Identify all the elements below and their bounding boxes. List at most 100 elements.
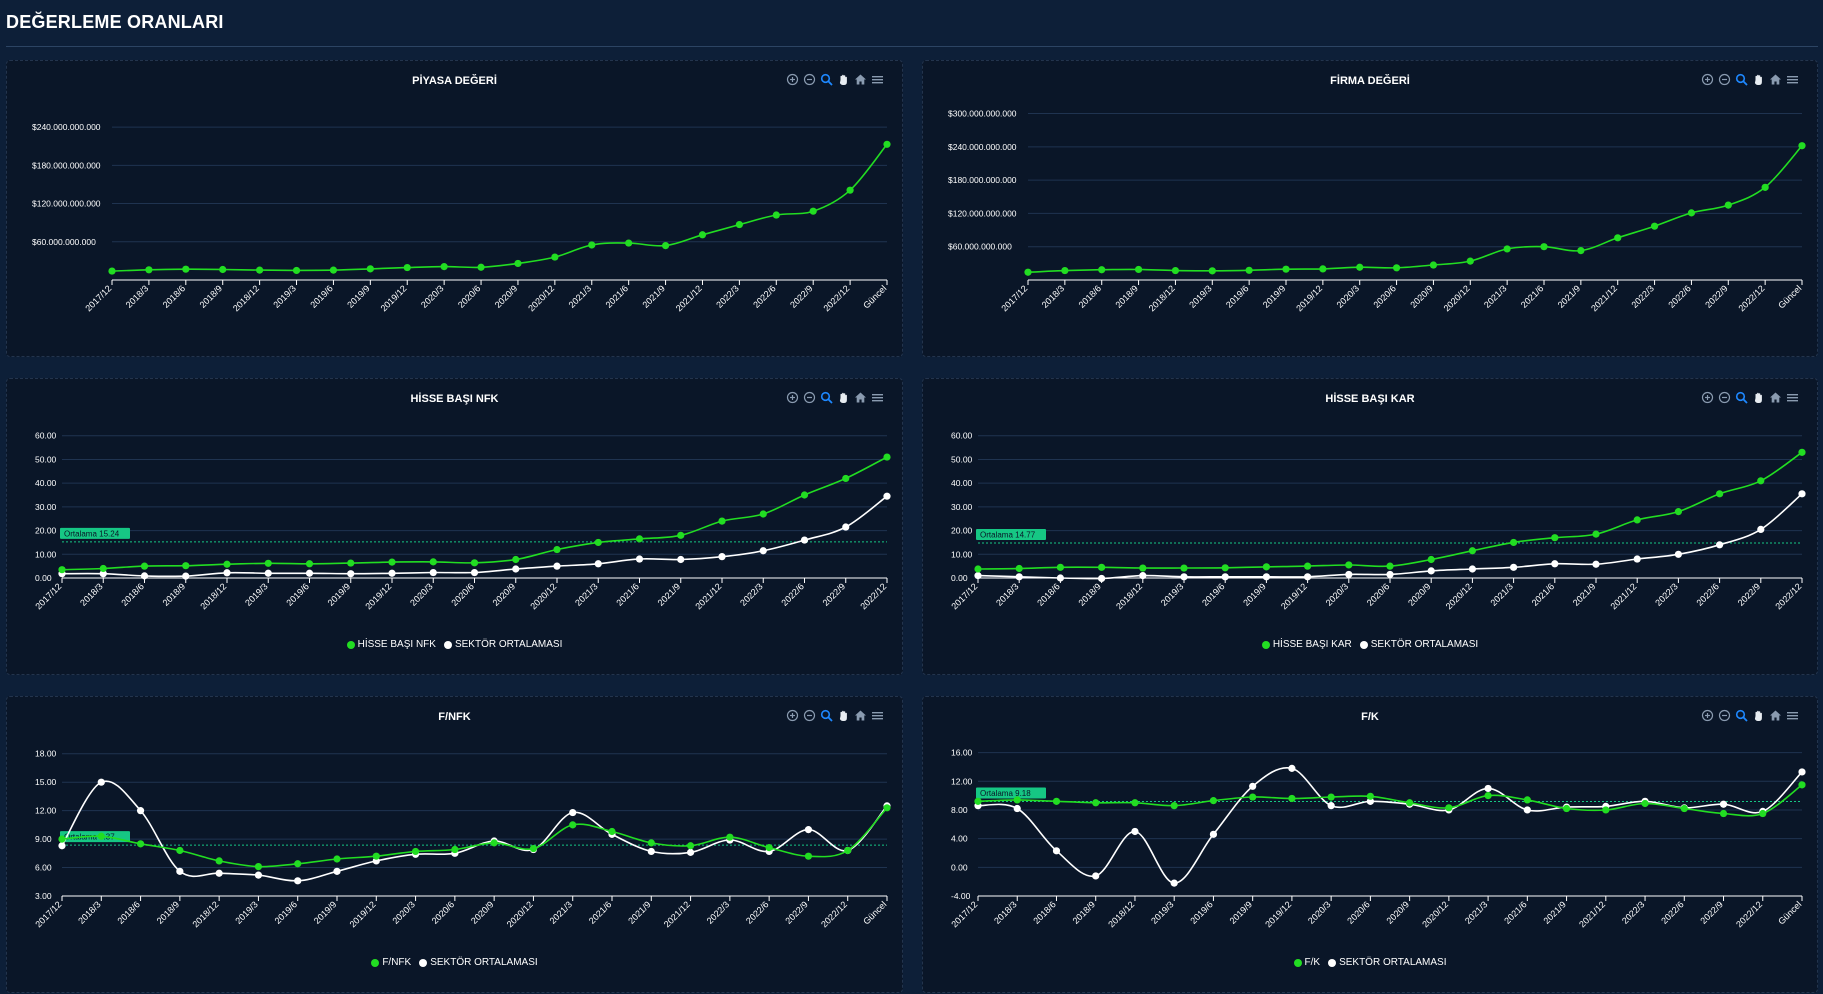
zoom-out-icon[interactable] — [1718, 73, 1731, 86]
data-point — [1139, 572, 1147, 580]
data-point — [470, 568, 479, 577]
zoom-in-icon[interactable] — [786, 73, 799, 86]
legend-item-company[interactable]: F/K — [1293, 957, 1320, 968]
zoom-in-icon[interactable] — [1701, 709, 1714, 722]
x-tick-label: 2019/3 — [1149, 899, 1176, 926]
data-point — [1551, 534, 1559, 542]
menu-icon[interactable] — [871, 709, 884, 722]
data-point — [1592, 560, 1600, 568]
x-tick-label: 2018/3 — [76, 899, 103, 926]
x-tick-label: 2020/9 — [1408, 283, 1435, 310]
data-point — [1759, 809, 1767, 818]
data-point — [440, 263, 448, 271]
x-tick-label: 2021/12 — [1609, 581, 1639, 611]
legend-item-company[interactable]: F/NFK — [371, 957, 411, 968]
data-point — [58, 835, 66, 843]
zoom-in-icon[interactable] — [1701, 391, 1714, 404]
selection-zoom-icon[interactable] — [820, 391, 833, 404]
data-point — [403, 263, 411, 272]
home-reset-icon[interactable] — [1769, 73, 1782, 86]
selection-zoom-icon[interactable] — [1735, 73, 1748, 86]
data-point — [1798, 142, 1806, 150]
home-reset-icon[interactable] — [1769, 709, 1782, 722]
selection-zoom-icon[interactable] — [1735, 709, 1748, 722]
zoom-in-icon[interactable] — [1701, 73, 1714, 86]
x-tick-label: 2018/9 — [1076, 581, 1103, 608]
x-tick-label: 2019/12 — [348, 899, 378, 929]
data-point — [1098, 563, 1106, 571]
data-point — [333, 867, 341, 875]
series-line — [61, 780, 888, 882]
x-tick-label: 2017/12 — [33, 581, 63, 611]
data-point — [1304, 573, 1312, 581]
data-point — [1131, 799, 1139, 807]
legend-item-company[interactable]: HİSSE BAŞI KAR — [1261, 639, 1352, 650]
data-point — [1523, 796, 1531, 804]
x-tick-label: 2019/3 — [1159, 581, 1186, 608]
data-point — [594, 560, 602, 568]
zoom-out-icon[interactable] — [1718, 391, 1731, 404]
legend-item-company[interactable]: HİSSE BAŞI NFK — [346, 639, 436, 650]
data-point — [883, 453, 891, 461]
average-badge — [976, 528, 1046, 540]
x-tick-label: 2020/3 — [408, 581, 435, 608]
zoom-in-icon[interactable] — [786, 709, 799, 722]
zoom-out-icon[interactable] — [1718, 709, 1731, 722]
pan-hand-icon[interactable] — [837, 391, 850, 404]
home-reset-icon[interactable] — [854, 73, 867, 86]
pan-hand-icon[interactable] — [837, 709, 850, 722]
selection-zoom-icon[interactable] — [820, 73, 833, 86]
data-point — [1245, 266, 1253, 274]
home-reset-icon[interactable] — [854, 391, 867, 404]
data-point — [1427, 567, 1435, 575]
x-tick-label: 2017/12 — [999, 283, 1029, 313]
y-tick-label: 60.00 — [951, 431, 973, 441]
zoom-out-icon[interactable] — [803, 391, 816, 404]
legend-label: SEKTÖR ORTALAMASI — [1339, 957, 1447, 968]
data-point — [1724, 201, 1732, 209]
average-badge — [60, 527, 130, 539]
legend-label: HİSSE BAŞI NFK — [357, 639, 436, 650]
menu-icon[interactable] — [1786, 709, 1799, 722]
y-tick-label: 40.00 — [35, 478, 57, 488]
pan-hand-icon[interactable] — [1752, 709, 1765, 722]
pan-hand-icon[interactable] — [1752, 73, 1765, 86]
legend-item-sector[interactable]: SEKTÖR ORTALAMASI — [1328, 957, 1447, 968]
data-point — [514, 259, 522, 268]
data-point — [1209, 797, 1218, 805]
legend-item-sector[interactable]: SEKTÖR ORTALAMASI — [443, 639, 562, 650]
selection-zoom-icon[interactable] — [1735, 391, 1748, 404]
menu-icon[interactable] — [871, 391, 884, 404]
pan-hand-icon[interactable] — [1752, 391, 1765, 404]
x-tick-label: 2019/12 — [363, 581, 393, 611]
data-point — [1013, 804, 1021, 813]
x-tick-label: 2018/12 — [190, 899, 220, 929]
data-point — [1345, 570, 1353, 579]
menu-icon[interactable] — [1786, 73, 1799, 86]
selection-zoom-icon[interactable] — [820, 709, 833, 722]
home-reset-icon[interactable] — [1769, 391, 1782, 404]
menu-icon[interactable] — [1786, 391, 1799, 404]
x-tick-label: 2022/6 — [744, 899, 771, 926]
legend-item-sector[interactable]: SEKTÖR ORTALAMASI — [1359, 639, 1479, 650]
data-point — [470, 559, 479, 567]
data-point — [264, 559, 272, 567]
data-point — [1484, 792, 1492, 800]
x-tick-label: 2019/6 — [1200, 581, 1227, 608]
data-point — [625, 239, 633, 247]
pan-hand-icon[interactable] — [837, 73, 850, 86]
x-tick-label: 2021/3 — [567, 283, 594, 310]
x-tick-label: 2019/3 — [1187, 283, 1214, 310]
legend-label: SEKTÖR ORTALAMASI — [1370, 639, 1479, 650]
x-tick-label: 2021/9 — [1556, 283, 1583, 310]
legend-item-sector[interactable]: SEKTÖR ORTALAMASI — [419, 957, 538, 968]
zoom-in-icon[interactable] — [786, 391, 799, 404]
menu-icon[interactable] — [871, 73, 884, 86]
chart-title: FİRMA DEĞERİ — [1330, 75, 1410, 87]
data-point — [1798, 768, 1806, 776]
zoom-out-icon[interactable] — [803, 73, 816, 86]
x-tick-label: 2022/6 — [1694, 581, 1721, 608]
home-reset-icon[interactable] — [854, 709, 867, 722]
average-label: Ortalama 14.77 — [980, 530, 1036, 539]
zoom-out-icon[interactable] — [803, 709, 816, 722]
